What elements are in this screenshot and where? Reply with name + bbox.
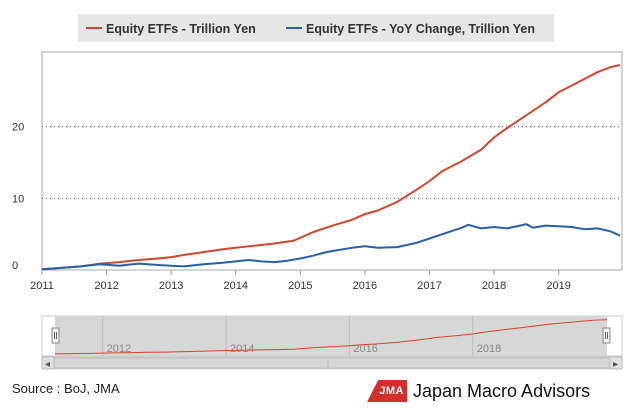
brand-name: Japan Macro Advisors: [413, 380, 591, 401]
x-tick-label: 2013: [159, 280, 183, 292]
x-tick-label: 2015: [288, 280, 312, 292]
scroll-left-arrow-icon: ◂: [45, 359, 50, 370]
x-tick-label: 2012: [94, 280, 118, 292]
source-note: Source : BoJ, JMA: [12, 381, 120, 396]
y-tick-label: 0: [12, 260, 18, 272]
scrollbar-thumb[interactable]: [53, 357, 611, 369]
x-tick-label: 2018: [482, 280, 506, 292]
navigator-selected-range[interactable]: [55, 316, 607, 356]
x-axis: 2011 2012 2013 2014 2015 2016 2017 2018 2019: [30, 270, 571, 292]
x-tick-label: 2016: [353, 280, 377, 292]
y-tick-label: 10: [12, 193, 24, 205]
legend-label-equity-etfs[interactable]: Equity ETFs - Trillion Yen: [106, 22, 256, 36]
navigator-year-label: 2016: [353, 343, 377, 355]
scroll-right-arrow-icon: ▸: [613, 359, 618, 370]
scrollbar-right-button[interactable]: [609, 356, 623, 370]
y-axis: 0 10 20: [12, 122, 24, 272]
navigator-year-label: 2018: [477, 343, 501, 355]
y-tick-label: 20: [12, 122, 24, 134]
series-line-equity-etfs[interactable]: [41, 64, 621, 271]
x-tick-label: 2011: [30, 280, 54, 292]
brand: JMA Japan Macro Advisors: [367, 376, 590, 406]
x-tick-label: 2017: [417, 280, 441, 292]
scrollbar-grip-icon: ⦙: [327, 360, 329, 370]
footer: Source : BoJ, JMA JMA Japan Macro Adviso…: [0, 375, 633, 411]
navigator-year-label: 2012: [107, 343, 131, 355]
x-tick-label: 2014: [224, 280, 248, 292]
jma-logo: JMA: [367, 380, 407, 402]
chart: Equity ETFs - Trillion Yen Equity ETFs -…: [12, 14, 623, 370]
legend: [78, 14, 554, 42]
navigator-content: 2012 2014 2016 2018: [54, 316, 608, 356]
navigator-year-label: 2014: [230, 343, 254, 355]
grid: [42, 126, 622, 199]
navigator-handle-right[interactable]: [602, 327, 611, 344]
plot-area: [41, 51, 623, 271]
series-line-yoy-change[interactable]: [41, 223, 621, 271]
navigator-series-line: [54, 319, 608, 355]
x-tick-label: 2019: [546, 280, 570, 292]
navigator-handle-left[interactable]: [51, 327, 60, 344]
series: [41, 64, 621, 271]
legend-label-yoy-change[interactable]: Equity ETFs - YoY Change, Trillion Yen: [306, 22, 535, 36]
